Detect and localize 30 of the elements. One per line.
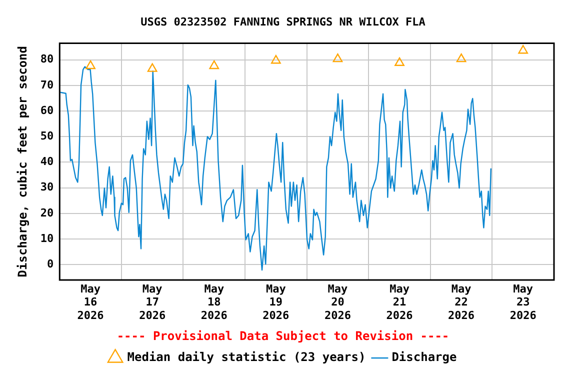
chart-title: USGS 02323502 FANNING SPRINGS NR WILCOX FLA bbox=[140, 15, 426, 28]
point bbox=[394, 57, 404, 66]
point bbox=[332, 53, 343, 62]
x-tick-label: May 17 2026 bbox=[139, 282, 166, 322]
x-tick-label: May 19 2026 bbox=[262, 282, 290, 322]
point bbox=[518, 45, 528, 54]
y-tick-label: 50 bbox=[40, 130, 54, 142]
y-tick-label: 0 bbox=[47, 258, 54, 270]
point bbox=[147, 63, 158, 72]
x-tick-label: May 22 2026 bbox=[448, 282, 475, 322]
y-tick-label: 30 bbox=[40, 180, 54, 194]
point bbox=[209, 60, 220, 70]
y-axis-title: Discharge, cubic feet per second bbox=[15, 46, 30, 278]
legend-label: Median daily statistic (23 years) bbox=[127, 350, 366, 364]
point bbox=[270, 55, 281, 64]
point bbox=[86, 60, 96, 70]
y-tick-label: 20 bbox=[40, 206, 54, 220]
y-tick-label: 40 bbox=[40, 155, 54, 168]
y-tick-label: 60 bbox=[40, 104, 54, 117]
text: ---- Provisional Data Subject to Revision ---- bbox=[116, 328, 450, 343]
y-tick-label: 10 bbox=[40, 232, 54, 245]
point bbox=[456, 53, 466, 62]
x-tick-label: May 16 2026 bbox=[77, 282, 104, 322]
x-tick-label: May 20 2026 bbox=[324, 282, 352, 322]
x-tick-label: May 18 2026 bbox=[200, 282, 228, 322]
y-tick-label: 80 bbox=[40, 52, 54, 66]
x-tick-label: May 23 2026 bbox=[510, 282, 537, 322]
legend-label: Discharge bbox=[392, 350, 457, 364]
x-tick-label: May 21 2026 bbox=[386, 282, 414, 322]
y-tick-label: 70 bbox=[40, 78, 54, 92]
